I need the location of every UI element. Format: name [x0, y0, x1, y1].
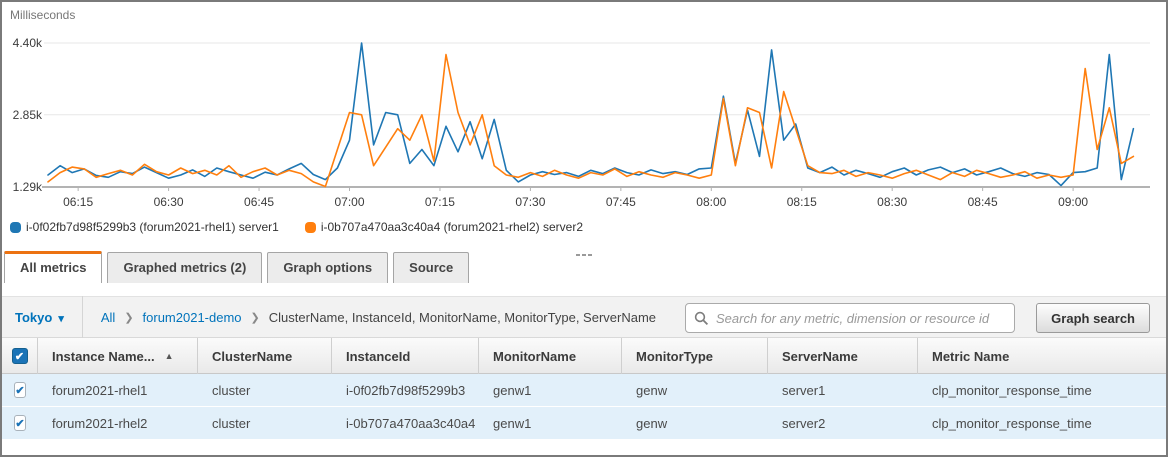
panel-resize-handle[interactable]	[2, 252, 1166, 256]
x-axis-tick-label: 09:00	[1058, 195, 1088, 209]
table-cell: genw1	[493, 382, 532, 398]
table-cell: genw	[636, 415, 668, 431]
y-axis-tick-label: 4.40k	[13, 36, 43, 50]
col-header-instance-name[interactable]: Instance Name... ▲	[38, 338, 198, 374]
x-axis-tick-label: 07:00	[334, 195, 364, 209]
header-checkbox-cell: ✔	[2, 338, 38, 374]
x-axis-tick-label: 06:45	[244, 195, 274, 209]
tab-source[interactable]: Source	[393, 252, 470, 283]
chevron-down-icon: ▾	[58, 312, 64, 325]
breadcrumb-separator-icon: ❯	[124, 311, 134, 324]
y-axis-tick-label: 1.29k	[13, 180, 43, 194]
tab-graphed-metrics[interactable]: Graphed metrics (2)	[107, 252, 263, 283]
x-axis-tick-label: 08:45	[968, 195, 998, 209]
col-header-instanceid[interactable]: InstanceId	[332, 338, 479, 374]
table-cell: forum2021-rhel1	[52, 382, 148, 398]
legend-swatch-orange	[304, 221, 316, 233]
row-checkbox-cell: ✔	[2, 382, 38, 398]
breadcrumb: All ❯ forum2021-demo ❯ ClusterName, Inst…	[83, 310, 656, 325]
table-cell: clp_monitor_response_time	[932, 382, 1092, 398]
row-checkbox[interactable]: ✔	[14, 382, 26, 398]
line-series-2[interactable]	[47, 53, 1135, 188]
table-cell: server1	[782, 382, 826, 398]
breadcrumb-all-link[interactable]: All	[100, 309, 116, 325]
breadcrumb-separator-icon: ❯	[250, 311, 260, 324]
col-header-label: Instance Name...	[52, 348, 155, 364]
table-header-row: ✔ Instance Name... ▲ ClusterName Instanc…	[2, 338, 1166, 374]
table-body: ✔ forum2021-rhel1 cluster i-0f02fb7d98f5299…	[2, 374, 1166, 440]
tab-all-metrics[interactable]: All metrics	[4, 251, 103, 283]
table-cell: server2	[782, 415, 826, 431]
col-header-metric-name[interactable]: Metric Name	[932, 348, 1010, 364]
table-cell: i-0b707a470aa3c40a4	[346, 415, 476, 431]
breadcrumb-dimensions: ClusterName, InstanceId, MonitorName, Mo…	[268, 309, 657, 325]
row-checkbox-cell: ✔	[2, 415, 38, 431]
legend-swatch-blue	[10, 221, 21, 233]
region-label: Tokyo	[15, 309, 53, 325]
x-axis-tick-label: 08:00	[696, 195, 726, 209]
search-icon	[694, 311, 709, 325]
y-axis-unit-label: Milliseconds	[10, 8, 76, 22]
col-header-monitortype[interactable]: MonitorType	[622, 338, 768, 374]
search-input[interactable]	[716, 310, 1006, 326]
x-axis-tick-label: 07:45	[606, 195, 636, 209]
metrics-line-chart[interactable]: 4.40k 2.85k 1.29k 06:15 06:30 06:45 07:00 07:15…	[2, 2, 1166, 214]
metrics-toolbar: Tokyo ▾ All ❯ forum2021-demo ❯ ClusterNam…	[2, 296, 1166, 338]
x-axis-tick-label: 07:15	[425, 195, 455, 209]
x-axis-tick-label: 06:30	[154, 195, 184, 209]
legend-label: i-0b707a470aa3c40a4 (forum2021-rhel2) se…	[320, 220, 583, 234]
table-cell: cluster	[212, 415, 251, 431]
metrics-table: ✔ Instance Name... ▲ ClusterName Instanc…	[2, 338, 1166, 440]
col-header-monitorname[interactable]: MonitorName	[479, 338, 622, 374]
chart-section: Milliseconds 4.40k 2.85k 1.29k 06:15 06:30 06…	[2, 2, 1166, 256]
table-row[interactable]: ✔ forum2021-rhel1 cluster i-0f02fb7d98f5299…	[2, 374, 1166, 407]
x-axis-tick-label: 07:30	[515, 195, 545, 209]
x-axis-tick-label: 06:15	[63, 195, 93, 209]
tab-graph-options[interactable]: Graph options	[267, 252, 389, 283]
col-header-clustername[interactable]: ClusterName	[198, 338, 332, 374]
graph-search-button[interactable]: Graph search	[1036, 303, 1150, 333]
row-checkbox[interactable]: ✔	[14, 415, 26, 431]
select-all-checkbox[interactable]: ✔	[11, 348, 28, 364]
x-axis-tick-label: 08:30	[877, 195, 907, 209]
table-cell: genw	[636, 382, 668, 398]
table-cell: i-0f02fb7d98f5299b3	[346, 382, 466, 398]
table-cell: genw1	[493, 415, 532, 431]
table-cell: cluster	[212, 382, 251, 398]
legend-label: i-0f02fb7d98f5299b3 (forum2021-rhel1) se…	[26, 220, 279, 234]
metrics-tabs: All metrics Graphed metrics (2) Graph op…	[2, 250, 1166, 283]
region-selector[interactable]: Tokyo ▾	[2, 310, 82, 325]
table-cell: forum2021-rhel2	[52, 415, 148, 431]
toolbar-divider	[81, 296, 83, 338]
table-cell: clp_monitor_response_time	[932, 415, 1092, 431]
legend-item-server1[interactable]: i-0f02fb7d98f5299b3 (forum2021-rhel1) se…	[10, 220, 279, 234]
y-axis-tick-label: 2.85k	[13, 108, 43, 122]
metric-search-box[interactable]	[685, 303, 1015, 333]
col-header-servername[interactable]: ServerName	[768, 338, 918, 374]
table-row[interactable]: ✔ forum2021-rhel2 cluster i-0b707a470aa3c40…	[2, 407, 1166, 440]
legend-item-server2[interactable]: i-0b707a470aa3c40a4 (forum2021-rhel2) se…	[304, 220, 583, 234]
x-axis-tick-label: 08:15	[787, 195, 817, 209]
breadcrumb-namespace-link[interactable]: forum2021-demo	[142, 309, 242, 325]
chart-legend: i-0f02fb7d98f5299b3 (forum2021-rhel1) se…	[10, 220, 583, 234]
sort-ascending-icon: ▲	[164, 351, 174, 361]
